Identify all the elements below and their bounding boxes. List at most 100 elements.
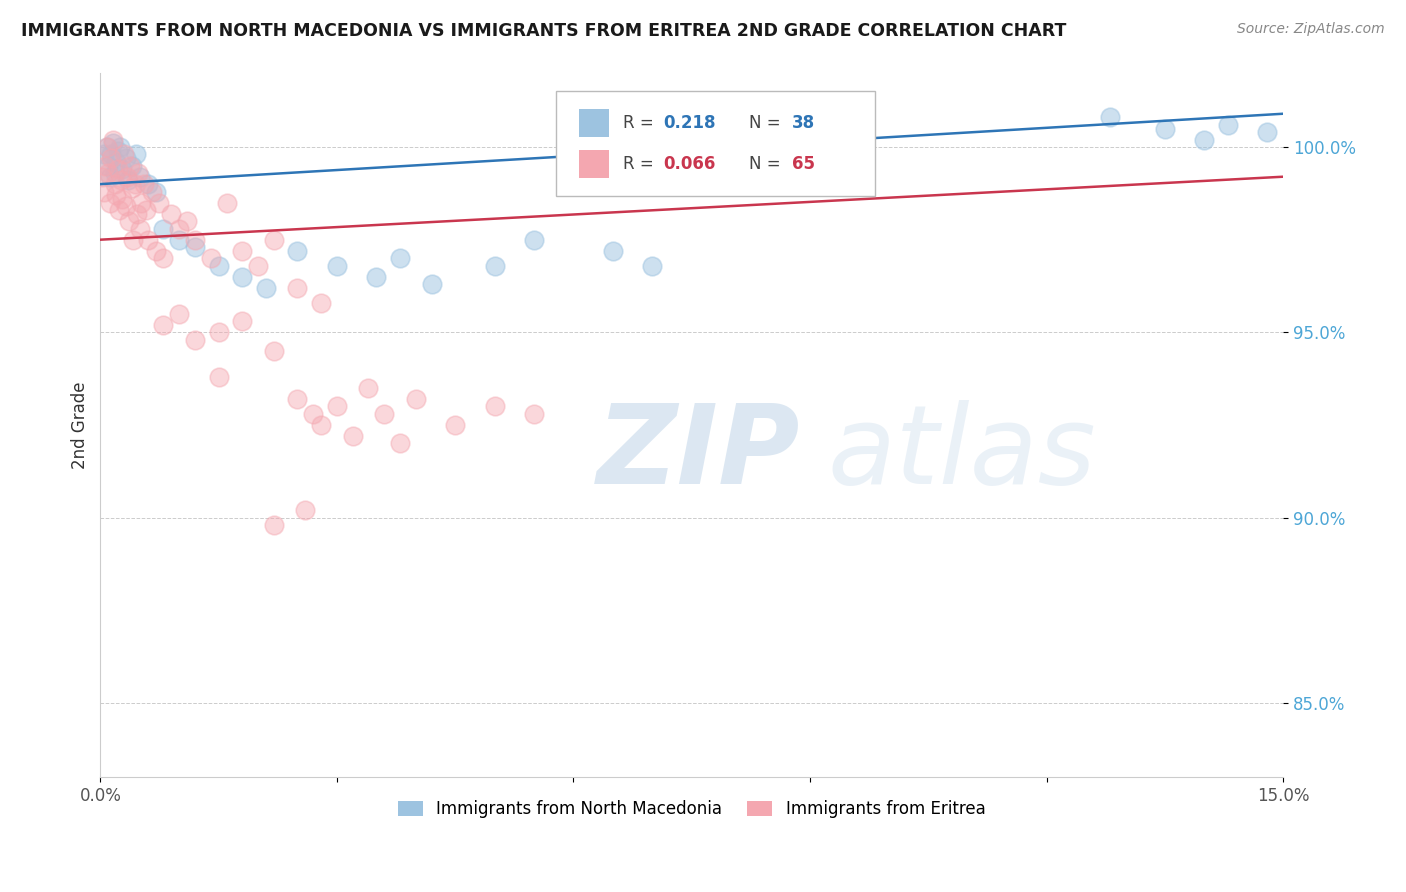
Point: [145, 185, 167, 199]
Point: [110, 173, 132, 187]
Point: [107, 162, 129, 177]
Point: [101, 136, 124, 151]
Point: [97, 166, 120, 180]
Point: [215, 195, 238, 210]
Bar: [579, 109, 609, 136]
Point: [152, 221, 174, 235]
Point: [141, 185, 163, 199]
Point: [263, 233, 285, 247]
Point: [125, 147, 148, 161]
Point: [98, 169, 121, 184]
Point: [128, 169, 150, 184]
Point: [111, 192, 134, 206]
Point: [100, 147, 122, 161]
Point: [184, 333, 207, 347]
Point: [388, 251, 411, 265]
Point: [90, 169, 112, 184]
Text: R =: R =: [623, 155, 659, 173]
Point: [108, 202, 131, 217]
Point: [184, 233, 207, 247]
Point: [122, 233, 145, 247]
Point: [97, 159, 120, 173]
Point: [115, 169, 138, 184]
Point: [420, 277, 443, 292]
Point: [207, 326, 229, 340]
Text: N =: N =: [748, 114, 786, 132]
Point: [136, 233, 159, 247]
Point: [96, 140, 118, 154]
Point: [124, 177, 146, 191]
Point: [125, 207, 148, 221]
Point: [128, 221, 150, 235]
Point: [326, 259, 349, 273]
Point: [1256, 125, 1278, 139]
Point: [114, 199, 136, 213]
Point: [231, 314, 253, 328]
Text: 0.218: 0.218: [664, 114, 716, 132]
Point: [287, 392, 309, 406]
Point: [602, 244, 624, 258]
Point: [294, 503, 316, 517]
Legend: Immigrants from North Macedonia, Immigrants from Eritrea: Immigrants from North Macedonia, Immigra…: [391, 794, 993, 825]
Point: [103, 177, 125, 191]
Point: [231, 269, 253, 284]
Point: [484, 400, 506, 414]
Y-axis label: 2nd Grade: 2nd Grade: [72, 381, 89, 468]
Point: [641, 259, 664, 273]
Text: R =: R =: [623, 114, 659, 132]
Point: [247, 259, 270, 273]
Bar: [579, 150, 609, 178]
Text: Source: ZipAtlas.com: Source: ZipAtlas.com: [1237, 22, 1385, 37]
Point: [309, 295, 332, 310]
Point: [136, 177, 159, 191]
Point: [93, 185, 115, 199]
Point: [114, 151, 136, 165]
Point: [366, 269, 388, 284]
Point: [96, 140, 118, 154]
Point: [167, 233, 190, 247]
Point: [152, 251, 174, 265]
Point: [254, 281, 277, 295]
Point: [107, 144, 129, 158]
Point: [1153, 121, 1175, 136]
Point: [120, 159, 142, 173]
Point: [1194, 133, 1216, 147]
Point: [93, 147, 115, 161]
Point: [263, 518, 285, 533]
Point: [523, 233, 546, 247]
Point: [287, 281, 309, 295]
Point: [101, 133, 124, 147]
Point: [231, 244, 253, 258]
Point: [145, 244, 167, 258]
Point: [167, 307, 190, 321]
Point: [160, 207, 183, 221]
Point: [200, 251, 222, 265]
Point: [131, 195, 153, 210]
Point: [523, 407, 546, 421]
Text: 38: 38: [792, 114, 815, 132]
Point: [1216, 118, 1239, 132]
Point: [207, 259, 229, 273]
Point: [342, 429, 364, 443]
Point: [105, 154, 128, 169]
Point: [98, 195, 121, 210]
Point: [118, 214, 141, 228]
Point: [148, 195, 170, 210]
Point: [357, 381, 380, 395]
FancyBboxPatch shape: [555, 91, 875, 196]
Point: [108, 140, 131, 154]
Point: [111, 162, 134, 177]
Point: [309, 417, 332, 432]
Point: [1098, 111, 1121, 125]
Text: N =: N =: [748, 155, 786, 173]
Point: [176, 214, 198, 228]
Point: [112, 147, 135, 161]
Text: ZIP: ZIP: [598, 400, 800, 507]
Point: [127, 166, 149, 180]
Point: [117, 173, 139, 187]
Point: [207, 369, 229, 384]
Text: 0.066: 0.066: [664, 155, 716, 173]
Point: [167, 221, 190, 235]
Point: [405, 392, 427, 406]
Point: [135, 202, 157, 217]
